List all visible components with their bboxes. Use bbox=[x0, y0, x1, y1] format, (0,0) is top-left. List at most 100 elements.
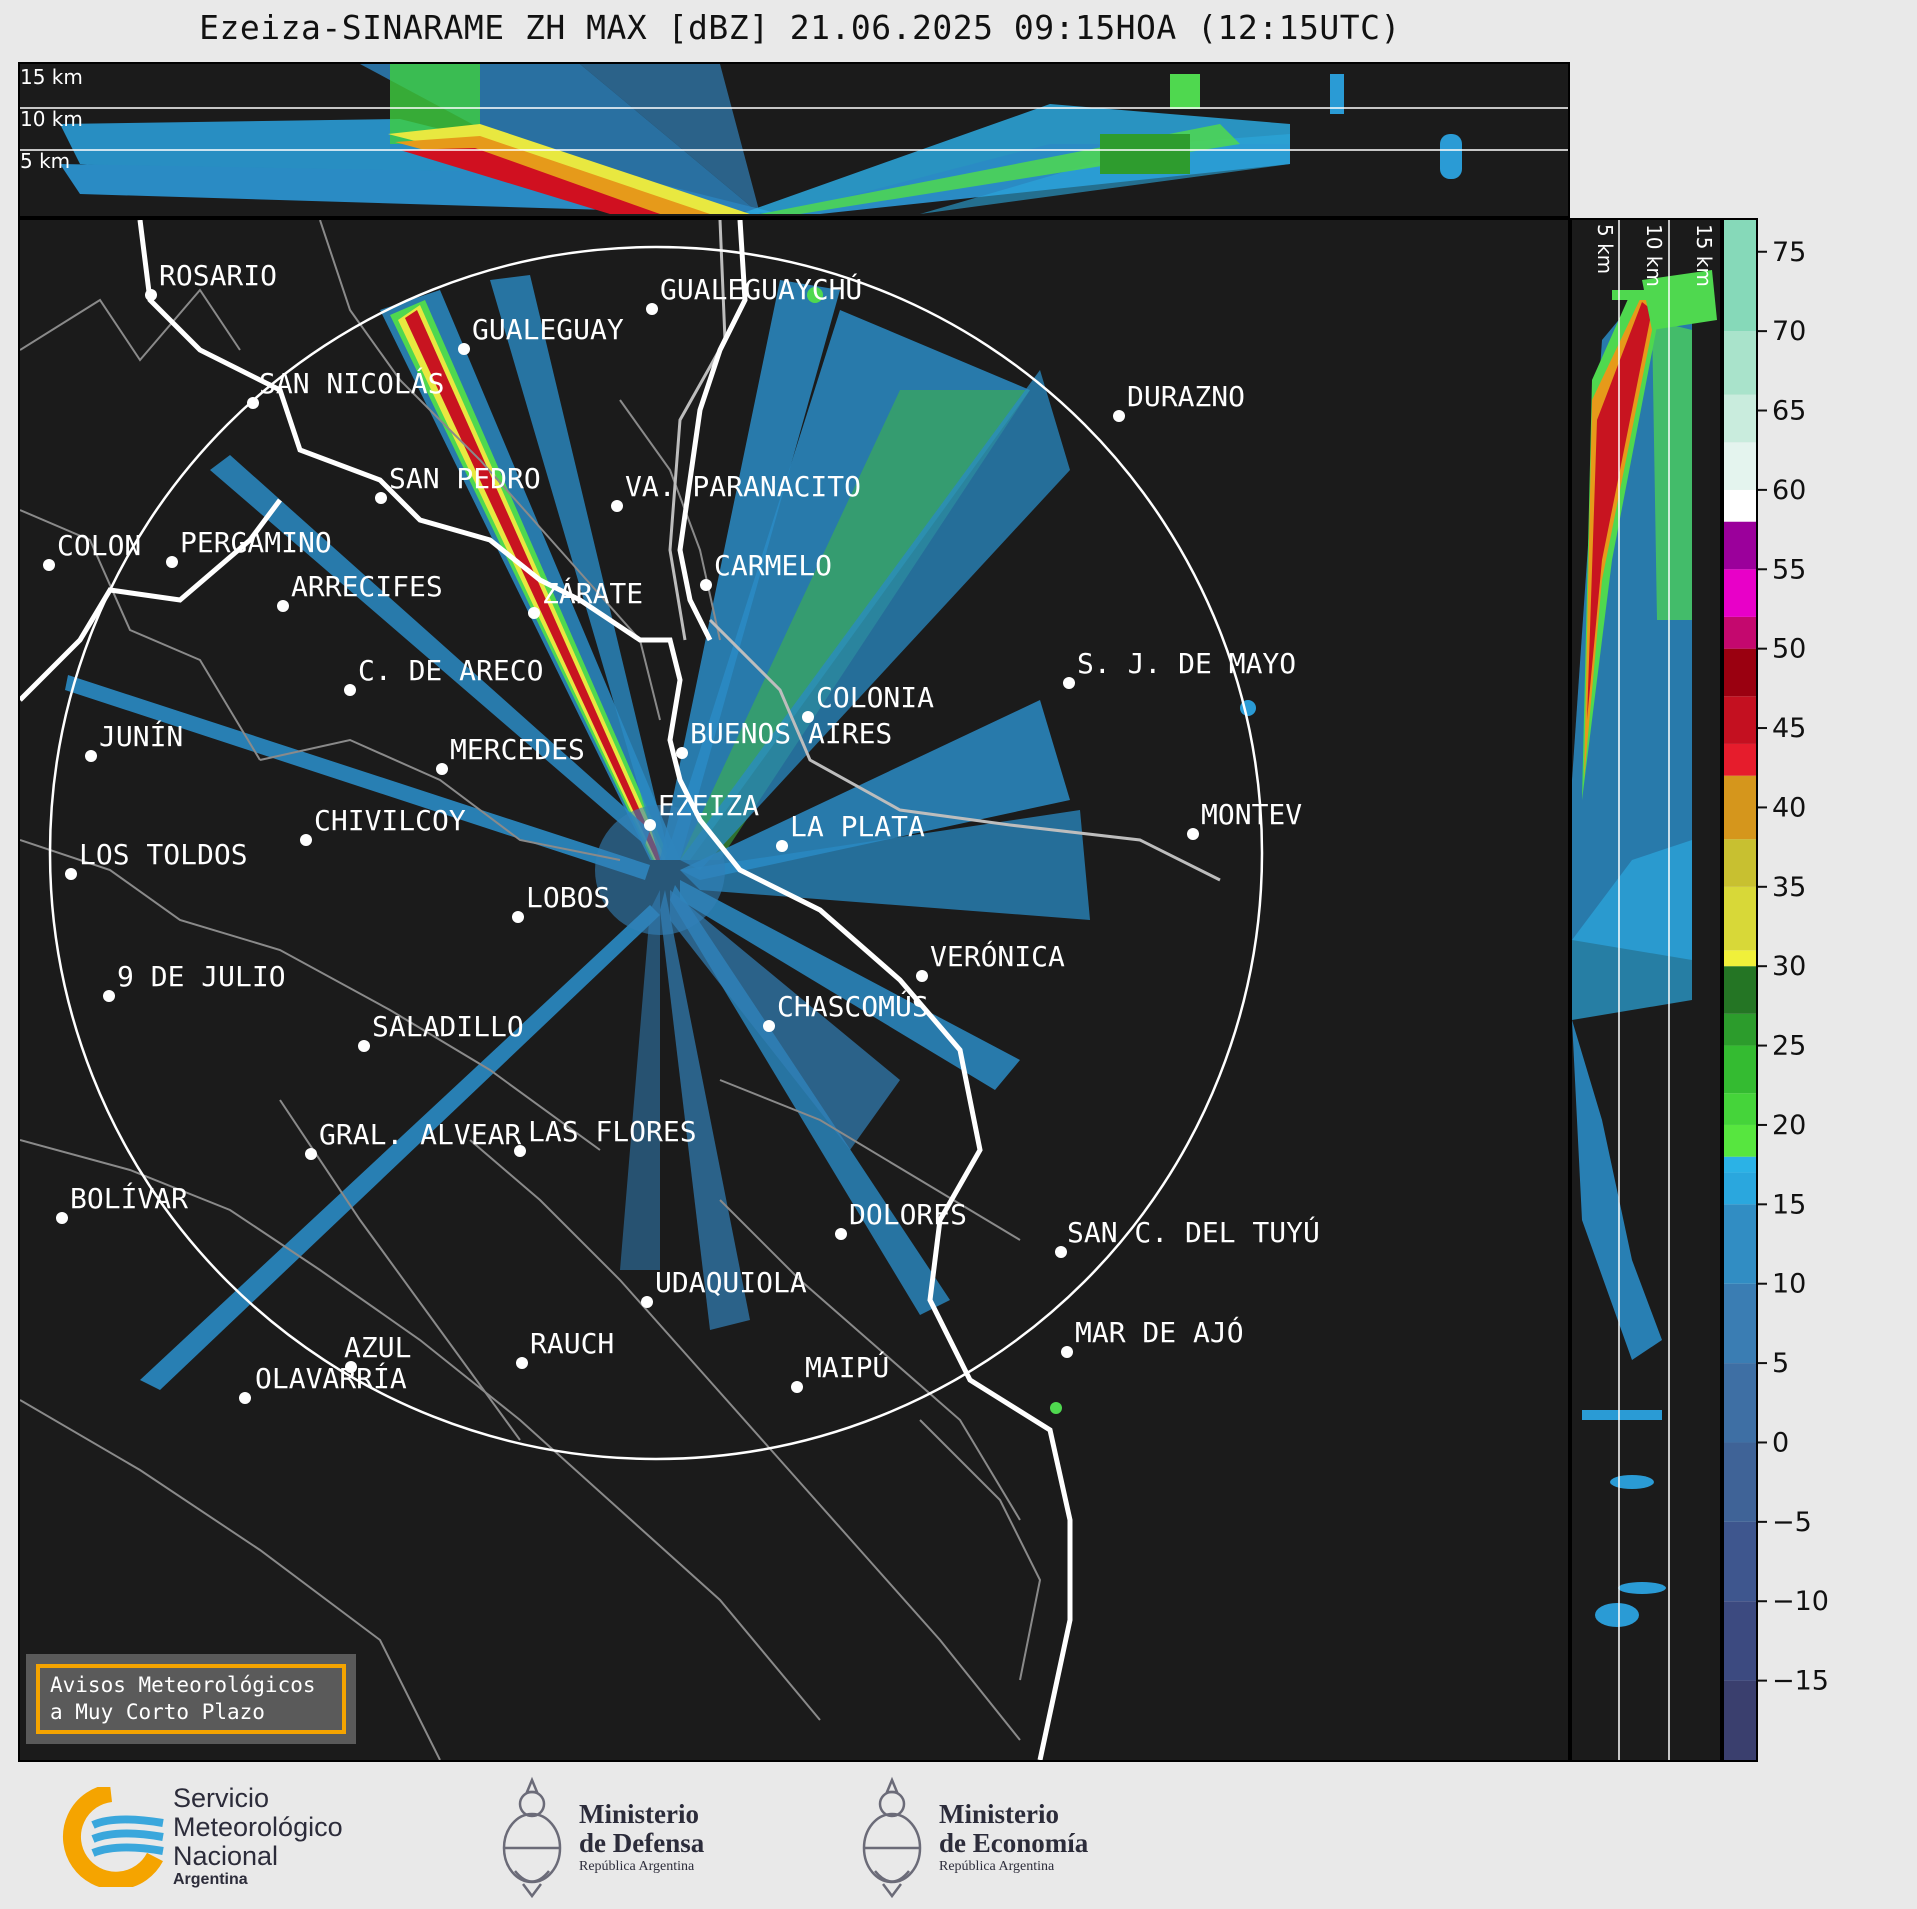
city-marker[interactable]: 9 DE JULIO bbox=[103, 960, 286, 1002]
city-marker[interactable]: AZUL bbox=[344, 1331, 411, 1373]
city-marker[interactable]: LOBOS bbox=[512, 881, 610, 923]
colorbar-band bbox=[1724, 1204, 1756, 1284]
city-label: BUENOS AIRES bbox=[690, 717, 892, 750]
city-label: JUNÍN bbox=[99, 719, 183, 753]
city-label: UDAQUIOLA bbox=[655, 1266, 807, 1299]
colorbar-band bbox=[1724, 1124, 1756, 1157]
footer: Servicio Meteorológico Nacional Argentin… bbox=[0, 1762, 1917, 1909]
colorbar-tick-label: 10 bbox=[1772, 1269, 1806, 1300]
defensa-line-1: Ministerio bbox=[579, 1799, 699, 1829]
colorbar-tick-label: 50 bbox=[1772, 634, 1806, 665]
city-marker[interactable]: CARMELO bbox=[700, 549, 832, 591]
colorbar-band bbox=[1724, 1521, 1756, 1602]
city-marker[interactable]: UDAQUIOLA bbox=[641, 1266, 807, 1308]
city-marker[interactable]: PERGAMINO bbox=[166, 526, 332, 568]
city-dot bbox=[700, 579, 712, 591]
top-alt-label-15: 15 km bbox=[20, 65, 83, 89]
colorbar-band bbox=[1724, 1156, 1756, 1173]
city-dot bbox=[514, 1145, 526, 1157]
city-dot bbox=[239, 1392, 251, 1404]
city-marker[interactable]: RAUCH bbox=[516, 1327, 614, 1369]
city-marker[interactable]: ZÁRATE bbox=[528, 576, 643, 619]
colorbar-band bbox=[1724, 1680, 1756, 1760]
colorbar-tick-label: −10 bbox=[1772, 1586, 1829, 1617]
economia-line-1: Ministerio bbox=[939, 1799, 1059, 1829]
colorbar-tick-label: 20 bbox=[1772, 1110, 1806, 1141]
city-marker[interactable]: SAN PEDRO bbox=[375, 462, 541, 504]
city-label: CHASCOMÚS bbox=[777, 989, 929, 1023]
city-dot bbox=[516, 1357, 528, 1369]
city-label: SALADILLO bbox=[372, 1010, 524, 1043]
city-label: COLONIA bbox=[816, 681, 934, 714]
city-dot bbox=[646, 303, 658, 315]
colorbar-band bbox=[1724, 648, 1756, 697]
side-alt-label-5: 5 km bbox=[1593, 224, 1617, 274]
city-label: MERCEDES bbox=[450, 733, 585, 766]
city-label: LOS TOLDOS bbox=[79, 838, 248, 871]
city-marker[interactable]: BUENOS AIRES bbox=[676, 717, 892, 759]
notice-line-1: Avisos Meteorológicos bbox=[50, 1673, 316, 1697]
city-marker[interactable]: CHIVILCOY bbox=[300, 804, 466, 846]
colorbar-tick-label: 5 bbox=[1772, 1348, 1789, 1379]
city-dot bbox=[166, 556, 178, 568]
city-label: GUALEGUAYCHÚ bbox=[660, 272, 862, 306]
city-marker[interactable]: VA. PARANACITO bbox=[611, 470, 861, 512]
economia-logo: Ministerio de Economía República Argenti… bbox=[855, 1776, 1088, 1900]
city-marker[interactable]: S. J. DE MAYO bbox=[1063, 647, 1296, 689]
smn-emblem-icon bbox=[62, 1786, 164, 1887]
city-label: LAS FLORES bbox=[528, 1115, 697, 1148]
colorbar-tick-label: −15 bbox=[1772, 1666, 1829, 1697]
city-marker[interactable]: ROSARIO bbox=[145, 259, 277, 301]
city-dot bbox=[375, 492, 387, 504]
colorbar-band bbox=[1724, 220, 1756, 332]
city-marker[interactable]: MAIPÚ bbox=[791, 1350, 889, 1393]
city-marker[interactable]: MERCEDES bbox=[436, 733, 585, 775]
notice-box[interactable]: Avisos Meteorológicos a Muy Corto Plazo bbox=[26, 1654, 356, 1744]
city-marker[interactable]: LOS TOLDOS bbox=[65, 838, 248, 880]
city-marker[interactable]: MAR DE AJÓ bbox=[1061, 1315, 1244, 1358]
city-marker[interactable]: DOLORES bbox=[835, 1198, 967, 1240]
city-label: COLON bbox=[57, 529, 141, 562]
city-layer: ROSARIO GUALEGUAYCHÚ GUALEGUAY SAN NICOLÁS D… bbox=[43, 259, 1320, 1404]
colorbar-band bbox=[1724, 775, 1756, 840]
city-marker[interactable]: DURAZNO bbox=[1113, 380, 1245, 422]
city-marker[interactable]: SALADILLO bbox=[358, 1010, 524, 1052]
radar-map-panel[interactable]: ROSARIO GUALEGUAYCHÚ GUALEGUAY SAN NICOLÁS D… bbox=[18, 218, 1570, 1762]
colorbar-band bbox=[1724, 966, 1756, 1014]
city-marker[interactable]: VERÓNICA bbox=[916, 939, 1065, 982]
city-marker[interactable]: ARRECIFES bbox=[277, 570, 443, 612]
radar-echoes bbox=[65, 275, 1256, 1414]
economia-line-3: República Argentina bbox=[939, 1859, 1055, 1874]
colorbar-band bbox=[1724, 1013, 1756, 1046]
city-marker[interactable]: C. DE ARECO bbox=[344, 654, 543, 696]
city-label: CARMELO bbox=[714, 549, 832, 582]
city-marker[interactable]: SAN NICOLÁS bbox=[247, 366, 444, 409]
city-marker[interactable]: GUALEGUAYCHÚ bbox=[646, 272, 862, 315]
city-marker[interactable]: GRAL. ALVEAR bbox=[305, 1118, 521, 1160]
city-marker[interactable]: OLAVARRÍA bbox=[239, 1361, 407, 1404]
city-dot bbox=[528, 607, 540, 619]
city-marker[interactable]: LAS FLORES bbox=[514, 1115, 697, 1157]
city-marker[interactable]: GUALEGUAY bbox=[458, 313, 624, 355]
city-marker[interactable]: LA PLATA bbox=[776, 810, 925, 852]
colorbar-band bbox=[1724, 886, 1756, 951]
city-label: MONTEV bbox=[1201, 798, 1302, 831]
city-marker[interactable]: CHASCOMÚS bbox=[763, 989, 929, 1032]
city-marker[interactable]: BOLÍVAR bbox=[56, 1181, 188, 1224]
range-ring bbox=[48, 245, 1264, 1461]
city-marker[interactable]: EZEIZA bbox=[644, 789, 759, 831]
city-dot bbox=[85, 750, 97, 762]
defensa-line-2: de Defensa bbox=[579, 1828, 705, 1858]
city-marker[interactable]: COLONIA bbox=[802, 681, 934, 723]
colorbar bbox=[1722, 218, 1758, 1762]
city-label: SAN NICOLÁS bbox=[259, 366, 444, 400]
city-label: EZEIZA bbox=[658, 789, 759, 822]
colorbar-band bbox=[1724, 1172, 1756, 1205]
city-marker[interactable]: COLON bbox=[43, 529, 141, 571]
city-marker[interactable]: SAN C. DEL TUYÚ bbox=[1055, 1215, 1320, 1258]
colorbar-tick-label: 0 bbox=[1772, 1427, 1789, 1458]
city-label: LOBOS bbox=[526, 881, 610, 914]
city-marker[interactable]: JUNÍN bbox=[85, 719, 183, 762]
city-marker[interactable]: MONTEV bbox=[1187, 798, 1302, 840]
